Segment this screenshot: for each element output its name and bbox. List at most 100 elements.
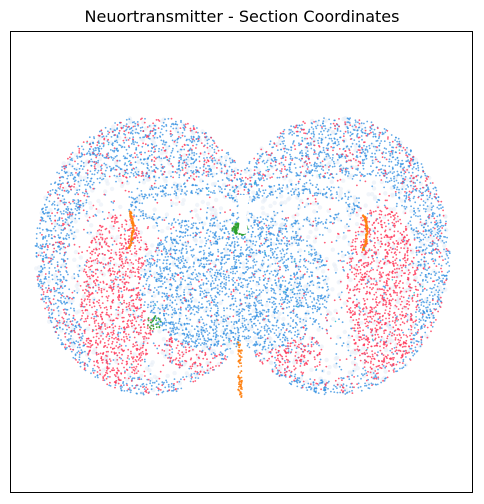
- glutamatergic-point: [177, 257, 179, 259]
- glutamatergic-point: [420, 188, 422, 190]
- glutamatergic-point: [333, 177, 335, 179]
- glutamatergic-point: [70, 338, 72, 340]
- glutamatergic-point: [370, 215, 372, 217]
- glutamatergic-point: [296, 336, 298, 338]
- glutamatergic-point: [423, 319, 425, 321]
- glutamatergic-point: [335, 386, 337, 388]
- glutamatergic-point: [256, 261, 258, 263]
- glutamatergic-point: [231, 321, 233, 323]
- glutamatergic-point: [143, 304, 145, 306]
- glutamatergic-point: [395, 195, 397, 197]
- glutamatergic-point: [218, 340, 220, 342]
- glutamatergic-point: [49, 215, 51, 217]
- glutamatergic-point: [232, 222, 234, 224]
- glutamatergic-point: [421, 302, 423, 304]
- glutamatergic-point: [395, 164, 397, 166]
- glutamatergic-point: [280, 253, 282, 255]
- glutamatergic-point: [271, 166, 273, 168]
- glutamatergic-point: [98, 170, 100, 172]
- glutamatergic-point: [198, 319, 200, 321]
- glutamatergic-point: [414, 201, 416, 203]
- glutamatergic-point: [71, 160, 73, 162]
- glutamatergic-point: [78, 209, 80, 211]
- glutamatergic-point: [133, 143, 135, 145]
- glutamatergic-point: [371, 185, 373, 187]
- glutamatergic-point: [380, 320, 382, 322]
- glutamatergic-point: [390, 178, 392, 180]
- glutamatergic-point: [77, 199, 79, 201]
- glutamatergic-point: [161, 164, 163, 166]
- glutamatergic-point: [54, 204, 56, 206]
- glutamatergic-point: [311, 301, 313, 303]
- glutamatergic-point: [165, 329, 167, 331]
- glutamatergic-point: [173, 389, 175, 391]
- glutamatergic-point: [157, 218, 159, 220]
- glutamatergic-point: [179, 320, 181, 322]
- glutamatergic-point: [385, 181, 387, 183]
- glutamatergic-point: [299, 131, 301, 133]
- glutamatergic-point: [303, 239, 305, 241]
- glutamatergic-point: [389, 142, 391, 144]
- glutamatergic-point: [370, 165, 372, 167]
- glutamatergic-point: [42, 229, 44, 231]
- glutamatergic-point: [78, 218, 80, 220]
- glutamatergic-point: [440, 219, 442, 221]
- glutamatergic-point: [202, 266, 204, 268]
- glutamatergic-point: [348, 226, 350, 228]
- glutamatergic-point: [113, 359, 115, 361]
- tissue-point: [88, 201, 92, 205]
- glutamatergic-point: [281, 233, 283, 235]
- glutamatergic-point: [60, 225, 62, 227]
- glutamatergic-point: [433, 271, 435, 273]
- glutamatergic-point: [398, 141, 400, 143]
- glutamatergic-point: [212, 299, 214, 301]
- glutamatergic-point: [259, 158, 261, 160]
- glutamatergic-point: [289, 164, 291, 166]
- glutamatergic-point: [299, 166, 301, 168]
- glutamatergic-point: [297, 135, 299, 137]
- glutamatergic-point: [140, 274, 142, 276]
- glutamatergic-point: [437, 286, 439, 288]
- glutamatergic-point: [283, 133, 285, 135]
- glutamatergic-point: [375, 133, 377, 135]
- glutamatergic-point: [126, 165, 128, 167]
- glutamatergic-point: [405, 176, 407, 178]
- glutamatergic-point: [300, 278, 302, 280]
- glutamatergic-point: [151, 295, 153, 297]
- glutamatergic-point: [416, 252, 418, 254]
- glutamatergic-point: [101, 148, 103, 150]
- glutamatergic-point: [129, 387, 131, 389]
- glutamatergic-point: [315, 258, 317, 260]
- glutamatergic-point: [317, 309, 319, 311]
- glutamatergic-point: [222, 318, 224, 320]
- glutamatergic-point: [291, 257, 293, 259]
- glutamatergic-point: [316, 253, 318, 255]
- glutamatergic-point: [440, 280, 442, 282]
- glutamatergic-point: [409, 177, 411, 179]
- glutamatergic-point: [212, 280, 214, 282]
- tissue-point: [324, 358, 328, 362]
- glutamatergic-point: [101, 168, 103, 170]
- glutamatergic-point: [92, 184, 94, 186]
- glutamatergic-point: [440, 230, 442, 232]
- glutamatergic-point: [230, 332, 232, 334]
- glutamatergic-point: [163, 246, 165, 248]
- glutamatergic-point: [367, 279, 369, 281]
- glutamatergic-point: [353, 210, 355, 212]
- glutamatergic-point: [99, 182, 101, 184]
- glutamatergic-point: [315, 153, 317, 155]
- glutamatergic-point: [161, 273, 163, 275]
- glutamatergic-point: [131, 197, 133, 199]
- glutamatergic-point: [40, 244, 42, 246]
- glutamatergic-point: [153, 308, 155, 310]
- glutamatergic-point: [179, 250, 181, 252]
- glutamatergic-point: [361, 131, 363, 133]
- glutamatergic-point: [359, 180, 361, 182]
- tissue-point: [383, 369, 387, 373]
- glutamatergic-point: [186, 318, 188, 320]
- glutamatergic-point: [221, 188, 223, 190]
- glutamatergic-point: [164, 239, 166, 241]
- glutamatergic-point: [224, 263, 226, 265]
- glutamatergic-point: [68, 243, 70, 245]
- glutamatergic-point: [179, 284, 181, 286]
